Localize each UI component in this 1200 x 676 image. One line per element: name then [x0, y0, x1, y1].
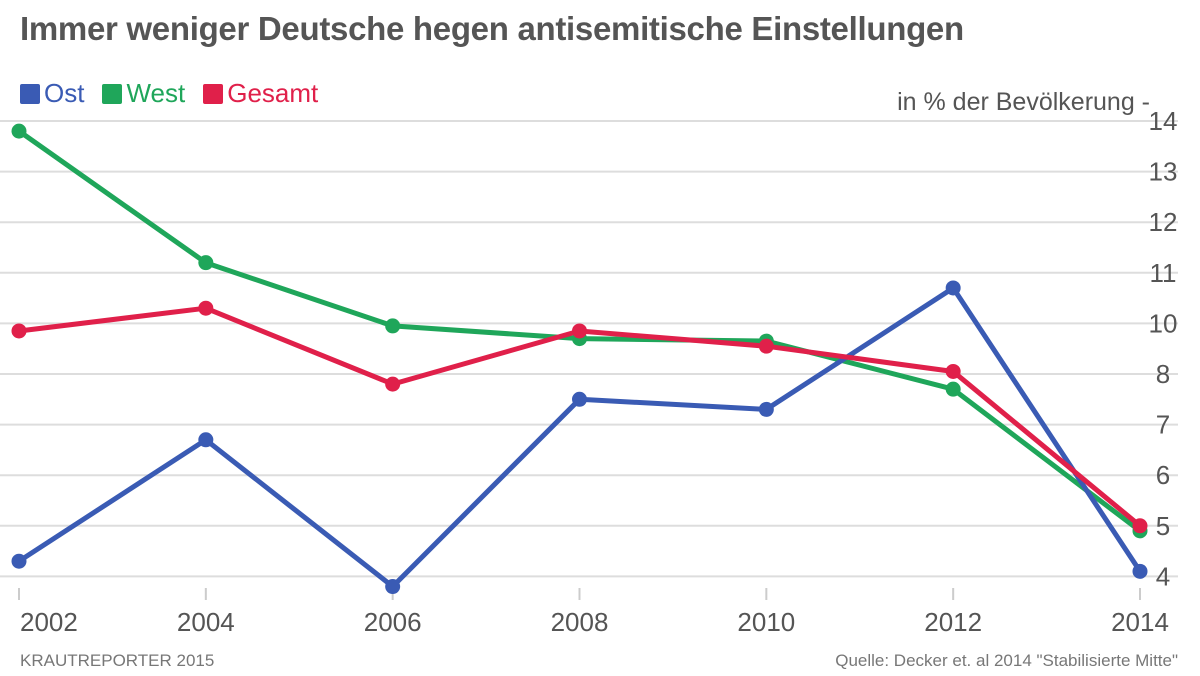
legend-item-west: West — [102, 78, 185, 109]
legend-label-ost: Ost — [44, 78, 85, 108]
y-tick-label: 14 — [1149, 106, 1178, 136]
data-point-ost — [11, 553, 27, 569]
legend-swatch-gesamt — [203, 83, 224, 104]
y-tick-label: 13 — [1149, 157, 1178, 187]
x-tick-label: 2002 — [20, 607, 78, 637]
x-tick-label: 2010 — [737, 607, 795, 637]
y-tick-label: 7 — [1156, 410, 1170, 440]
data-point-ost — [1132, 563, 1148, 579]
y-tick-label: 5 — [1156, 511, 1170, 541]
legend-item-gesamt: Gesamt — [203, 78, 318, 109]
x-tick-label: 2012 — [924, 607, 982, 637]
data-point-gesamt — [385, 376, 401, 392]
x-tick-label: 2004 — [177, 607, 235, 637]
gridlines — [0, 120, 1178, 578]
x-tick-labels: 2002 2004 2006 2008 2010 2012 2014 — [18, 588, 1169, 637]
data-point-ost — [945, 280, 961, 296]
footer-credit: KRAUTREPORTER 2015 — [20, 651, 215, 670]
y-tick-label: 10 — [1149, 308, 1178, 338]
x-tick-label: 2008 — [551, 607, 609, 637]
data-point-west — [198, 255, 214, 271]
data-point-ost — [572, 391, 587, 407]
data-point-ost — [758, 401, 774, 417]
x-tick-label: 2006 — [364, 607, 422, 637]
legend-item-ost: Ost — [20, 78, 84, 109]
data-point-ost — [198, 432, 214, 448]
y-tick-label: 8 — [1156, 359, 1170, 389]
y-tick-labels: 4 5 6 7 8 10 11 12 13 14 — [1149, 106, 1178, 591]
data-point-ost — [385, 579, 401, 595]
data-point-gesamt — [945, 363, 961, 379]
y-tick-label: 12 — [1149, 207, 1178, 237]
legend-swatch-ost — [20, 83, 40, 104]
data-point-gesamt — [11, 323, 27, 339]
y-tick-label: 6 — [1156, 460, 1170, 490]
chart-legend: Ost West Gesamt — [20, 78, 318, 109]
chart-title: Immer weniger Deutsche hegen antisemitis… — [20, 10, 964, 47]
footer-source: Quelle: Decker et. al 2014 "Stabilisiert… — [835, 651, 1178, 670]
data-point-gesamt — [758, 338, 774, 354]
legend-swatch-west — [102, 83, 123, 104]
data-point-west — [945, 381, 961, 397]
data-point-gesamt — [572, 323, 587, 339]
legend-label-west: West — [126, 78, 186, 108]
y-axis-unit-label: in % der Bevölkerung - — [897, 88, 1150, 116]
series-points — [11, 123, 1148, 595]
data-point-west — [385, 318, 401, 334]
x-tick-label: 2014 — [1111, 607, 1169, 637]
data-point-gesamt — [198, 300, 214, 316]
data-point-gesamt — [1132, 518, 1148, 534]
y-tick-label: 11 — [1150, 258, 1177, 288]
legend-label-gesamt: Gesamt — [227, 78, 319, 108]
series-lines — [17, 129, 1143, 589]
y-tick-label: 4 — [1156, 561, 1170, 591]
data-point-west — [11, 123, 27, 139]
